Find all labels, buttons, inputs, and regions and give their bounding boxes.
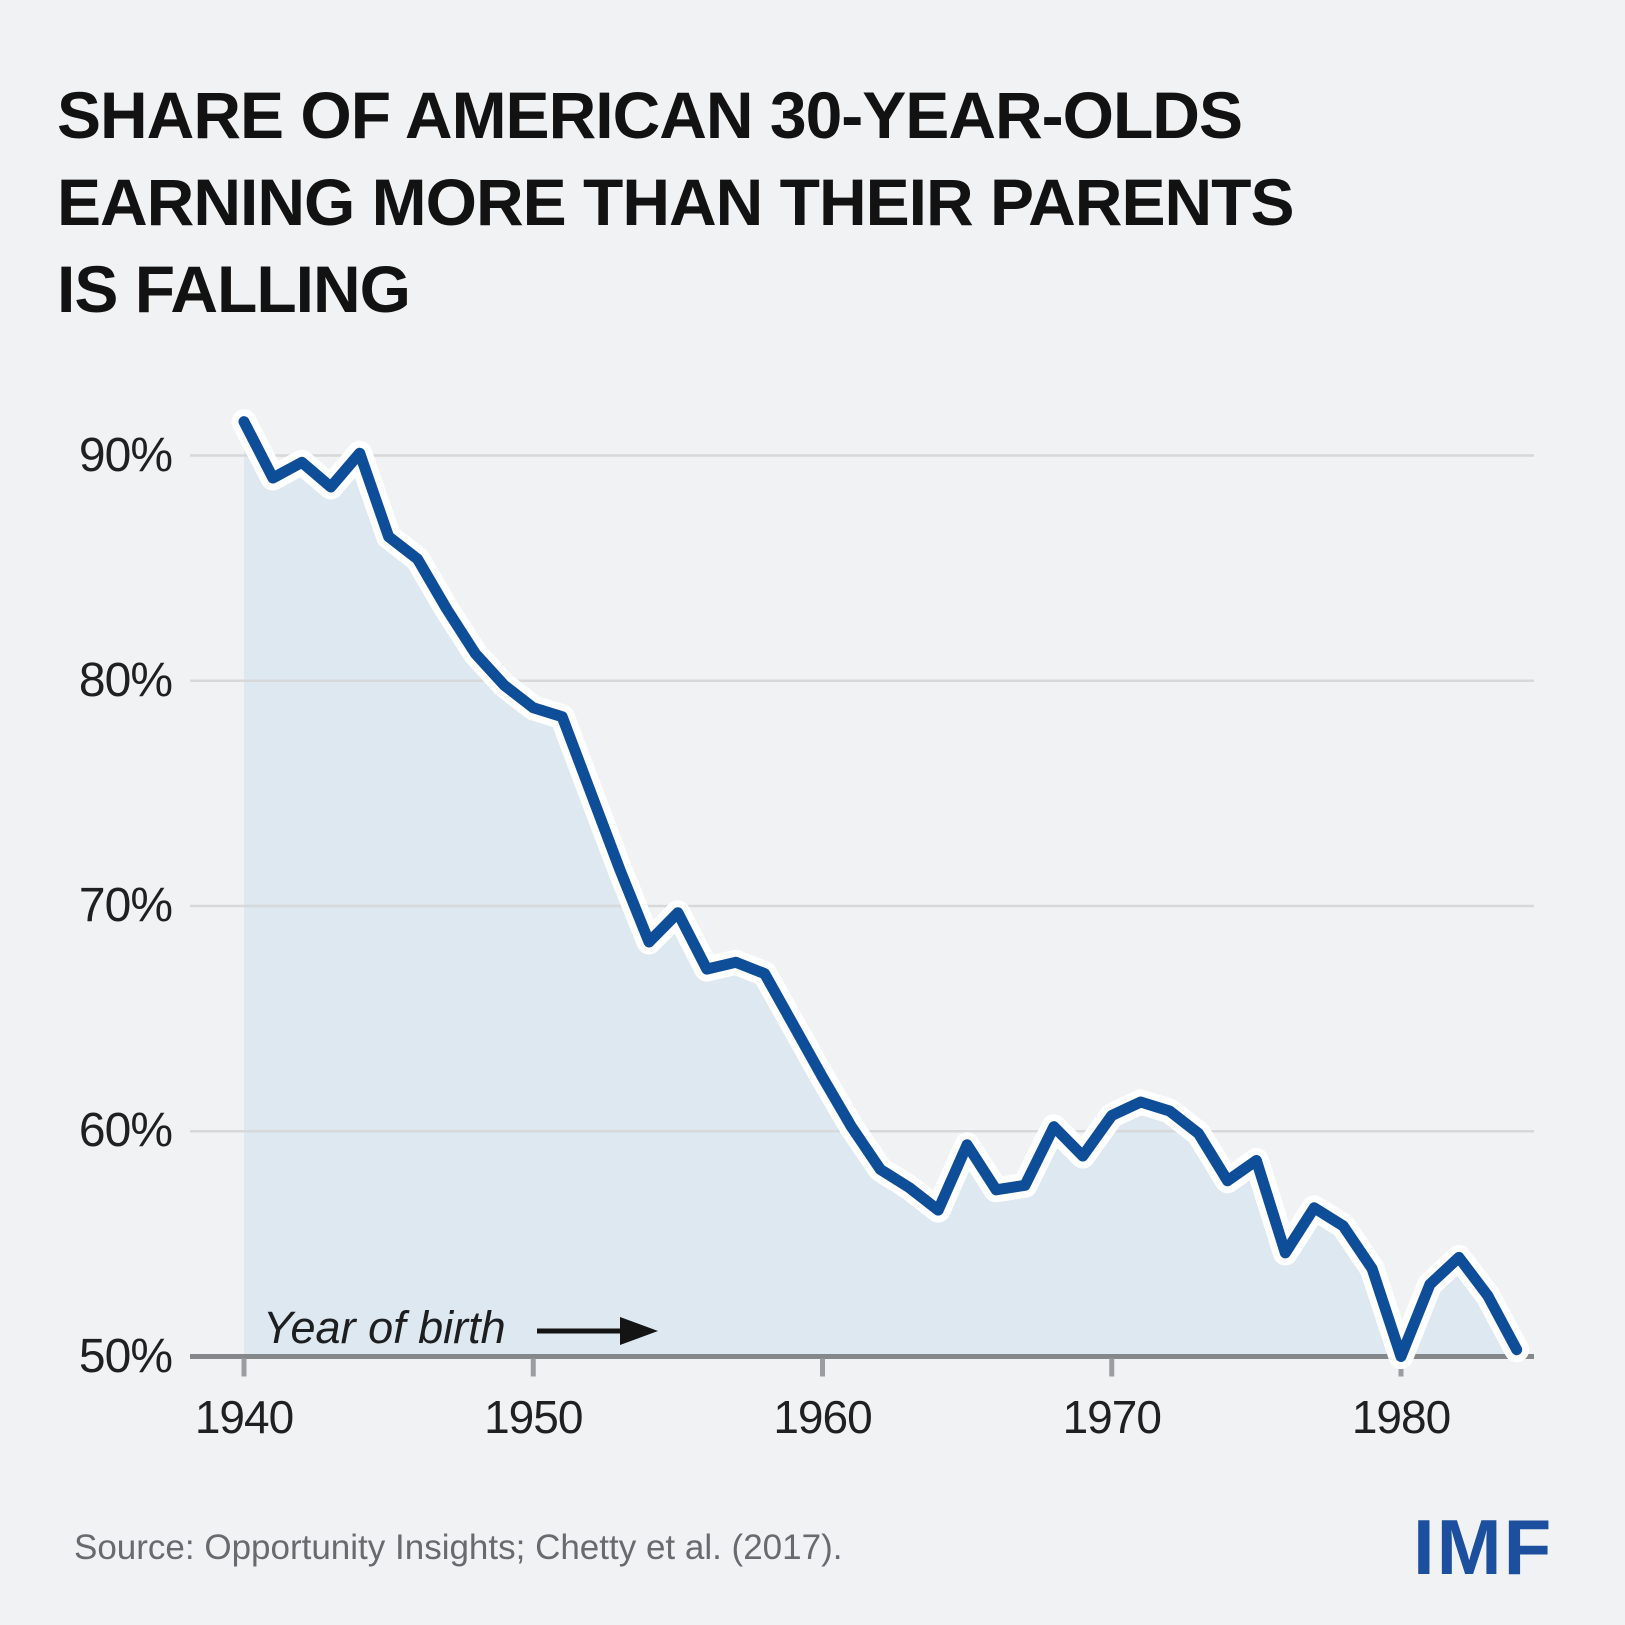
- imf-logo: IMF: [1413, 1503, 1554, 1591]
- y-axis-label-70: 70%: [78, 879, 173, 932]
- x-axis-label-1970: 1970: [1062, 1391, 1162, 1443]
- arrow-head-icon: [620, 1317, 658, 1345]
- x-axis-label-1950: 1950: [484, 1391, 583, 1443]
- x-axis-annotation: Year of birth: [263, 1302, 506, 1353]
- source-note: Source: Opportunity Insights; Chetty et …: [74, 1528, 843, 1567]
- x-axis-label-1980: 1980: [1351, 1391, 1451, 1443]
- series-line: [238, 416, 1523, 1362]
- y-axis-label-50: 50%: [78, 1329, 173, 1383]
- area-fill: [244, 421, 1517, 1357]
- y-axis-label-90: 90%: [78, 428, 173, 482]
- chart-title: SHARE OF AMERICAN 30-YEAR-OLDS EARNING M…: [57, 78, 1294, 327]
- y-axis-label-80: 80%: [78, 653, 173, 707]
- x-axis-label-1960: 1960: [773, 1391, 872, 1443]
- x-axis-label-1940: 1940: [194, 1391, 294, 1443]
- y-axis-label-60: 60%: [78, 1104, 173, 1158]
